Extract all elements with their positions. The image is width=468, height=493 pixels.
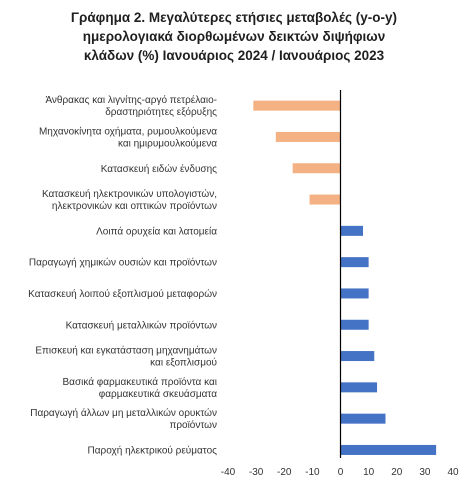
- category-label: Παραγωγή άλλων μη μεταλλικών ορυκτών προϊ…: [30, 407, 217, 431]
- x-tick-label: 20: [391, 467, 403, 478]
- category-label: Κατασκευή ειδών ένδυσης: [101, 163, 217, 175]
- category-label: Βασικά φαρμακευτικά προϊόντα και φαρμακευ…: [63, 376, 218, 400]
- chart-title-line-2: ημερολογιακά διορθωμένων δεικτών διψήφιω…: [82, 29, 386, 44]
- x-tick-label: -30: [249, 467, 264, 478]
- chart-title: Γράφημα 2. Μεγαλύτερες ετήσιες μεταβολές…: [0, 8, 468, 65]
- bar: [340, 257, 369, 268]
- x-tick-label: 40: [447, 467, 459, 478]
- bar: [340, 319, 369, 330]
- x-tick-label: 30: [419, 467, 431, 478]
- bar: [253, 100, 341, 111]
- category-label: Κατασκευή ηλεκτρονικών υπολογιστών, ηλεκτ…: [42, 188, 217, 212]
- category-label: Κατασκευή μεταλλικών προϊόντων: [66, 319, 217, 331]
- bar: [309, 194, 341, 205]
- bar: [340, 225, 363, 236]
- bar: [292, 163, 341, 174]
- bar: [340, 351, 375, 362]
- category-label: Μηχανοκίνητα οχήματα, ρυμουλκούμενα και η…: [39, 125, 217, 149]
- category-label: Άνθρακας και λιγνίτης-αργό πετρέλαιο-δρα…: [45, 94, 217, 118]
- bar: [340, 382, 378, 393]
- chart-title-line-1: Γράφημα 2. Μεγαλύτερες ετήσιες μεταβολές…: [70, 10, 398, 25]
- x-tick-label: -40: [221, 467, 236, 478]
- chart-title-line-3: κλάδων (%) Ιανουάριος 2024 / Ιανουάριος …: [83, 48, 385, 63]
- category-label: Κατασκευή λοιπού εξοπλισμού μεταφορών: [28, 288, 217, 300]
- bar: [340, 413, 386, 424]
- category-label: Επισκευή και εγκατάσταση μηχανημάτων και …: [35, 345, 217, 369]
- bar: [275, 131, 341, 142]
- x-tick-label: 10: [363, 467, 375, 478]
- x-tick-label: -20: [277, 467, 292, 478]
- category-label: Παραγωγή χημικών ουσιών και προϊόντων: [29, 257, 217, 269]
- category-label: Λοιπά ορυχεία και λατομεία: [96, 225, 217, 237]
- x-tick-label: 0: [338, 467, 344, 478]
- category-label: Παροχή ηλεκτρικού ρεύματος: [88, 444, 218, 456]
- x-tick-label: -10: [305, 467, 320, 478]
- bar: [340, 288, 369, 299]
- bar: [340, 444, 437, 455]
